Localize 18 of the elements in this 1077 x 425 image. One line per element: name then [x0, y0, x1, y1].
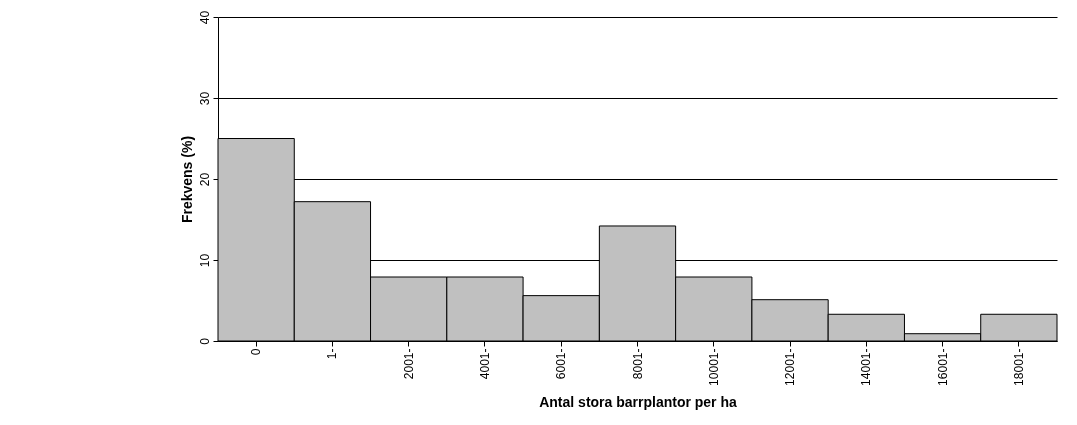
y-tick-label: 40	[197, 10, 212, 25]
x-axis-title: Antal stora barrplantor per ha	[539, 393, 738, 410]
y-tick-label: 20	[197, 172, 212, 187]
x-tick-label: 18001-	[1011, 348, 1026, 386]
y-tick-label: 0	[197, 337, 212, 345]
x-tick-label: 1-	[325, 348, 340, 360]
y-axis-title: Frekvens (%)	[178, 135, 195, 224]
y-tick-label: 10	[197, 253, 212, 268]
x-tick-label: 14001-	[859, 348, 874, 386]
x-tick-label: 4001-	[477, 348, 492, 380]
x-tick-label: 6001-	[554, 348, 569, 380]
x-tick-label: 8001-	[630, 348, 645, 380]
y-tick-label: 30	[197, 91, 212, 106]
x-tick-label: 16001-	[935, 348, 950, 386]
x-tick-label: 10001-	[706, 348, 721, 386]
x-tick-label: 12001-	[783, 348, 798, 386]
x-tick-label: 2001-	[401, 348, 416, 380]
x-tick-label: 0	[249, 348, 264, 356]
